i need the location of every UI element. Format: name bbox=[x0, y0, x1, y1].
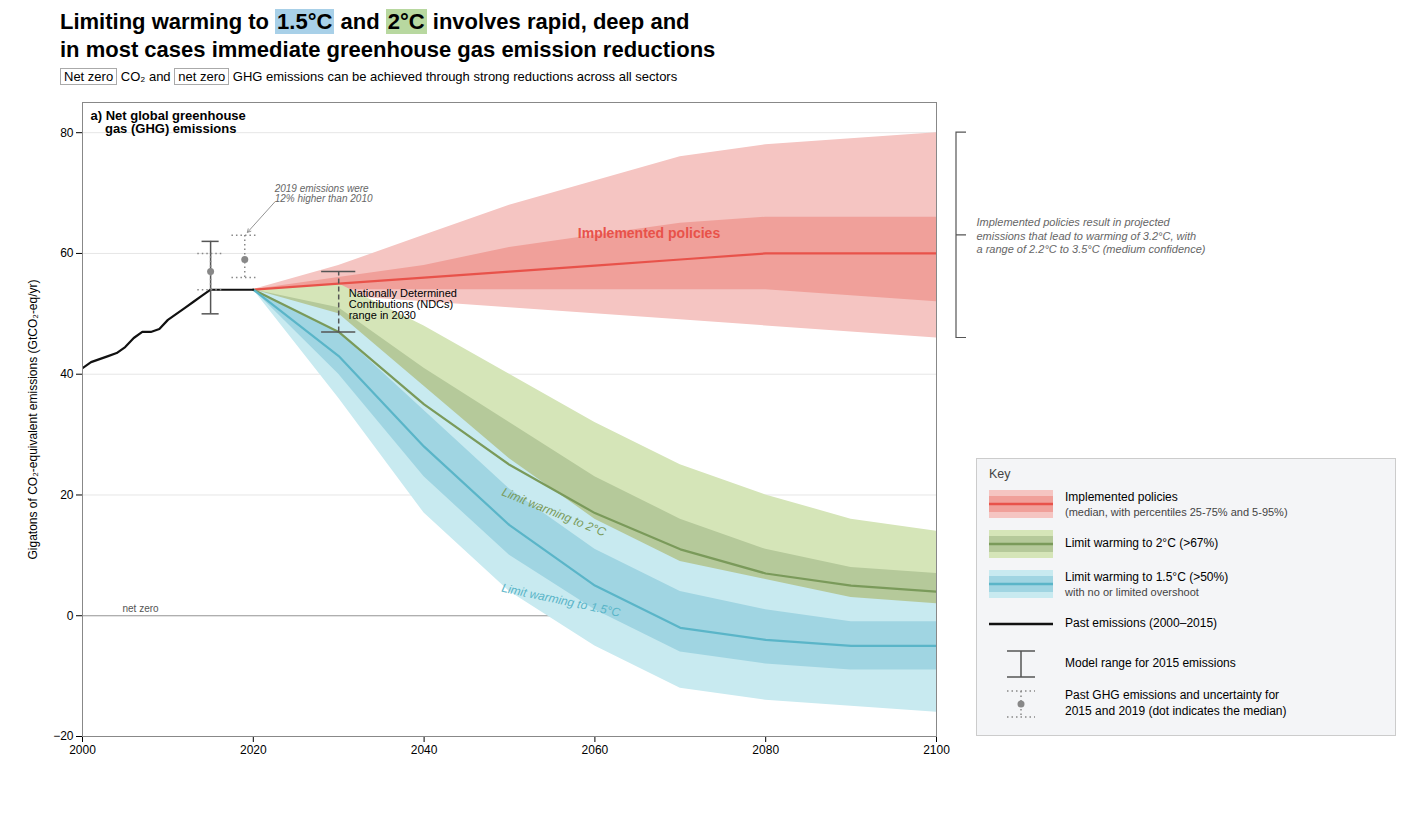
html-text:in most cases immediate greenh: in most cases immediate greenhouse gas e… bbox=[60, 36, 716, 62]
svg-text:a) Net global greenhouse ga: a) Net global greenhouse gas (GHG) emiss… bbox=[91, 108, 246, 136]
svg-text:−20: −20 bbox=[53, 729, 74, 743]
html-text:Net zero CO₂ and net zero GHG: Net zero CO₂ and net zero GHG emissions … bbox=[64, 69, 678, 84]
svg-text:2100: 2100 bbox=[923, 743, 950, 757]
svg-text:2080: 2080 bbox=[752, 743, 779, 757]
svg-text:2020: 2020 bbox=[240, 743, 267, 757]
html-text:Limit warming to 2°C (>67%): Limit warming to 2°C (>67%) bbox=[1065, 536, 1219, 551]
svg-text:2060: 2060 bbox=[582, 743, 609, 757]
html-text:Key: Key bbox=[989, 467, 1011, 481]
svg-text:0: 0 bbox=[67, 609, 74, 623]
svg-text:Nationally DeterminedContribut: Nationally DeterminedContributions (NDCs… bbox=[349, 287, 457, 321]
html-text:Implemented policies: Implemented policies bbox=[1065, 490, 1178, 505]
html-text:Model range for 2015 emissions: Model range for 2015 emissions bbox=[1065, 656, 1236, 671]
html-text:(median, with percentiles 25-7: (median, with percentiles 25-75% and 5-9… bbox=[1065, 505, 1288, 518]
svg-text:net zero: net zero bbox=[123, 603, 160, 614]
svg-text:2000: 2000 bbox=[69, 743, 96, 757]
html-text:Past emissions (2000–2015): Past emissions (2000–2015) bbox=[1065, 616, 1218, 631]
html-text:Limiting warming to 1.5°C and: Limiting warming to 1.5°C and 2°C involv… bbox=[60, 9, 690, 34]
svg-text:Gigatons of CO₂-equivalent emi: Gigatons of CO₂-equivalent emissions (Gt… bbox=[26, 279, 40, 559]
html-text:Limit warming to 1.5°C (>50%): Limit warming to 1.5°C (>50%) bbox=[1065, 570, 1229, 585]
svg-text:Limit warming to 2°C: Limit warming to 2°C bbox=[500, 485, 608, 540]
svg-text:Limit warming to 1.5°C: Limit warming to 1.5°C bbox=[500, 581, 621, 620]
html-text:with no or limited overshoot: with no or limited overshoot bbox=[1065, 585, 1199, 598]
svg-text:Implemented policies result in: Implemented policies result in projected… bbox=[977, 216, 1206, 256]
svg-text:60: 60 bbox=[60, 246, 74, 260]
svg-text:2019 emissions were12% higher: 2019 emissions were12% higher than 2010 bbox=[274, 183, 373, 204]
svg-text:80: 80 bbox=[60, 126, 74, 140]
html-text:Past GHG emissions and uncerta: Past GHG emissions and uncertainty for 2… bbox=[1065, 688, 1287, 718]
svg-text:20: 20 bbox=[60, 488, 74, 502]
svg-text:2040: 2040 bbox=[411, 743, 438, 757]
svg-text:Implemented policies: Implemented policies bbox=[578, 225, 721, 241]
svg-text:40: 40 bbox=[60, 367, 74, 381]
